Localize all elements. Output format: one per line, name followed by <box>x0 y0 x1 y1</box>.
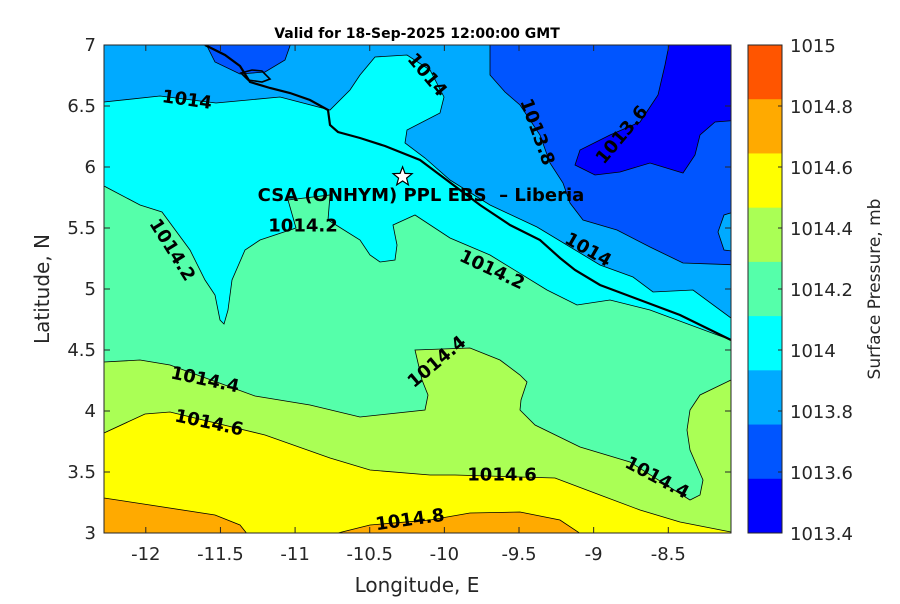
colorbar-tick-label: 1013.6 <box>790 463 853 484</box>
station-label: CSA (ONHYM) PPL EBS – Liberia <box>258 185 585 206</box>
colorbar-band <box>748 316 782 371</box>
contour-fills <box>104 45 731 533</box>
colorbar-tick-label: 1013.8 <box>790 402 853 423</box>
colorbar-tick-label: 1014.4 <box>790 219 853 240</box>
chart-title: Valid for 18-Sep-2025 12:00:00 GMT <box>274 26 560 42</box>
x-tick-label: -11 <box>280 544 309 565</box>
contour-label: 1014.2 <box>268 216 337 237</box>
colorbar-tick-label: 1013.4 <box>790 524 853 545</box>
colorbar-band <box>748 370 782 426</box>
x-tick-label: -12 <box>131 544 160 565</box>
y-tick-label: 6 <box>85 157 96 178</box>
x-tick-label: -9.5 <box>501 544 536 565</box>
coastline <box>204 45 731 341</box>
colorbar-tick-label: 1014 <box>790 341 836 362</box>
colorbar-band <box>748 261 782 317</box>
fill-1014.6 <box>104 411 731 533</box>
y-tick-label: 3.5 <box>67 462 96 483</box>
y-tick-label: 5 <box>85 279 96 300</box>
colorbar-band <box>748 99 782 154</box>
y-tick-label: 4.5 <box>67 340 96 361</box>
y-tick-label: 5.5 <box>67 218 96 239</box>
fill-1013.6-north <box>206 45 291 75</box>
y-axis-label: Latitude, N <box>30 234 54 344</box>
contour-label: 1014.6 <box>467 465 536 486</box>
y-tick-label: 6.5 <box>67 96 96 117</box>
colorbar-band <box>748 45 782 100</box>
colorbar-label: Surface Pressure, mb <box>865 199 885 380</box>
y-tick-label: 4 <box>85 401 96 422</box>
x-tick-label: -11.5 <box>197 544 244 565</box>
fill-1014.8-west <box>104 497 247 533</box>
fill-1013.8-edge-bump <box>717 212 731 252</box>
x-tick-label: -10.5 <box>346 544 393 565</box>
colorbar-band <box>748 207 782 263</box>
star-icon <box>391 165 414 187</box>
x-axis: -12 -11.5 -11 -10.5 -10 -9.5 -9 -8.5 <box>131 45 686 565</box>
y-axis: 3 3.5 4 4.5 5 5.5 6 6.5 7 <box>67 35 731 544</box>
colorbar-tick-label: 1014.2 <box>790 280 853 301</box>
colorbar-band <box>748 478 782 534</box>
y-tick-label: 3 <box>85 523 96 544</box>
colorbar-tick-label: 1014.8 <box>790 97 853 118</box>
colorbar-band <box>748 153 782 209</box>
colorbar-tick-label: 1015 <box>790 36 836 57</box>
colorbar: 1013.4 1013.6 1013.8 1014 1014.2 1014.4 1014.6… <box>747 36 853 545</box>
x-axis-label: Longitude, E <box>355 573 480 597</box>
fill-1013.4 <box>574 45 731 176</box>
colorbar-tick-label: 1014.6 <box>790 158 853 179</box>
y-tick-label: 7 <box>85 35 96 56</box>
colorbar-band <box>748 424 782 480</box>
x-tick-label: -10 <box>430 544 459 565</box>
station: CSA (ONHYM) PPL EBS – Liberia <box>258 165 585 206</box>
x-tick-label: -9 <box>585 544 603 565</box>
x-tick-label: -8.5 <box>651 544 686 565</box>
